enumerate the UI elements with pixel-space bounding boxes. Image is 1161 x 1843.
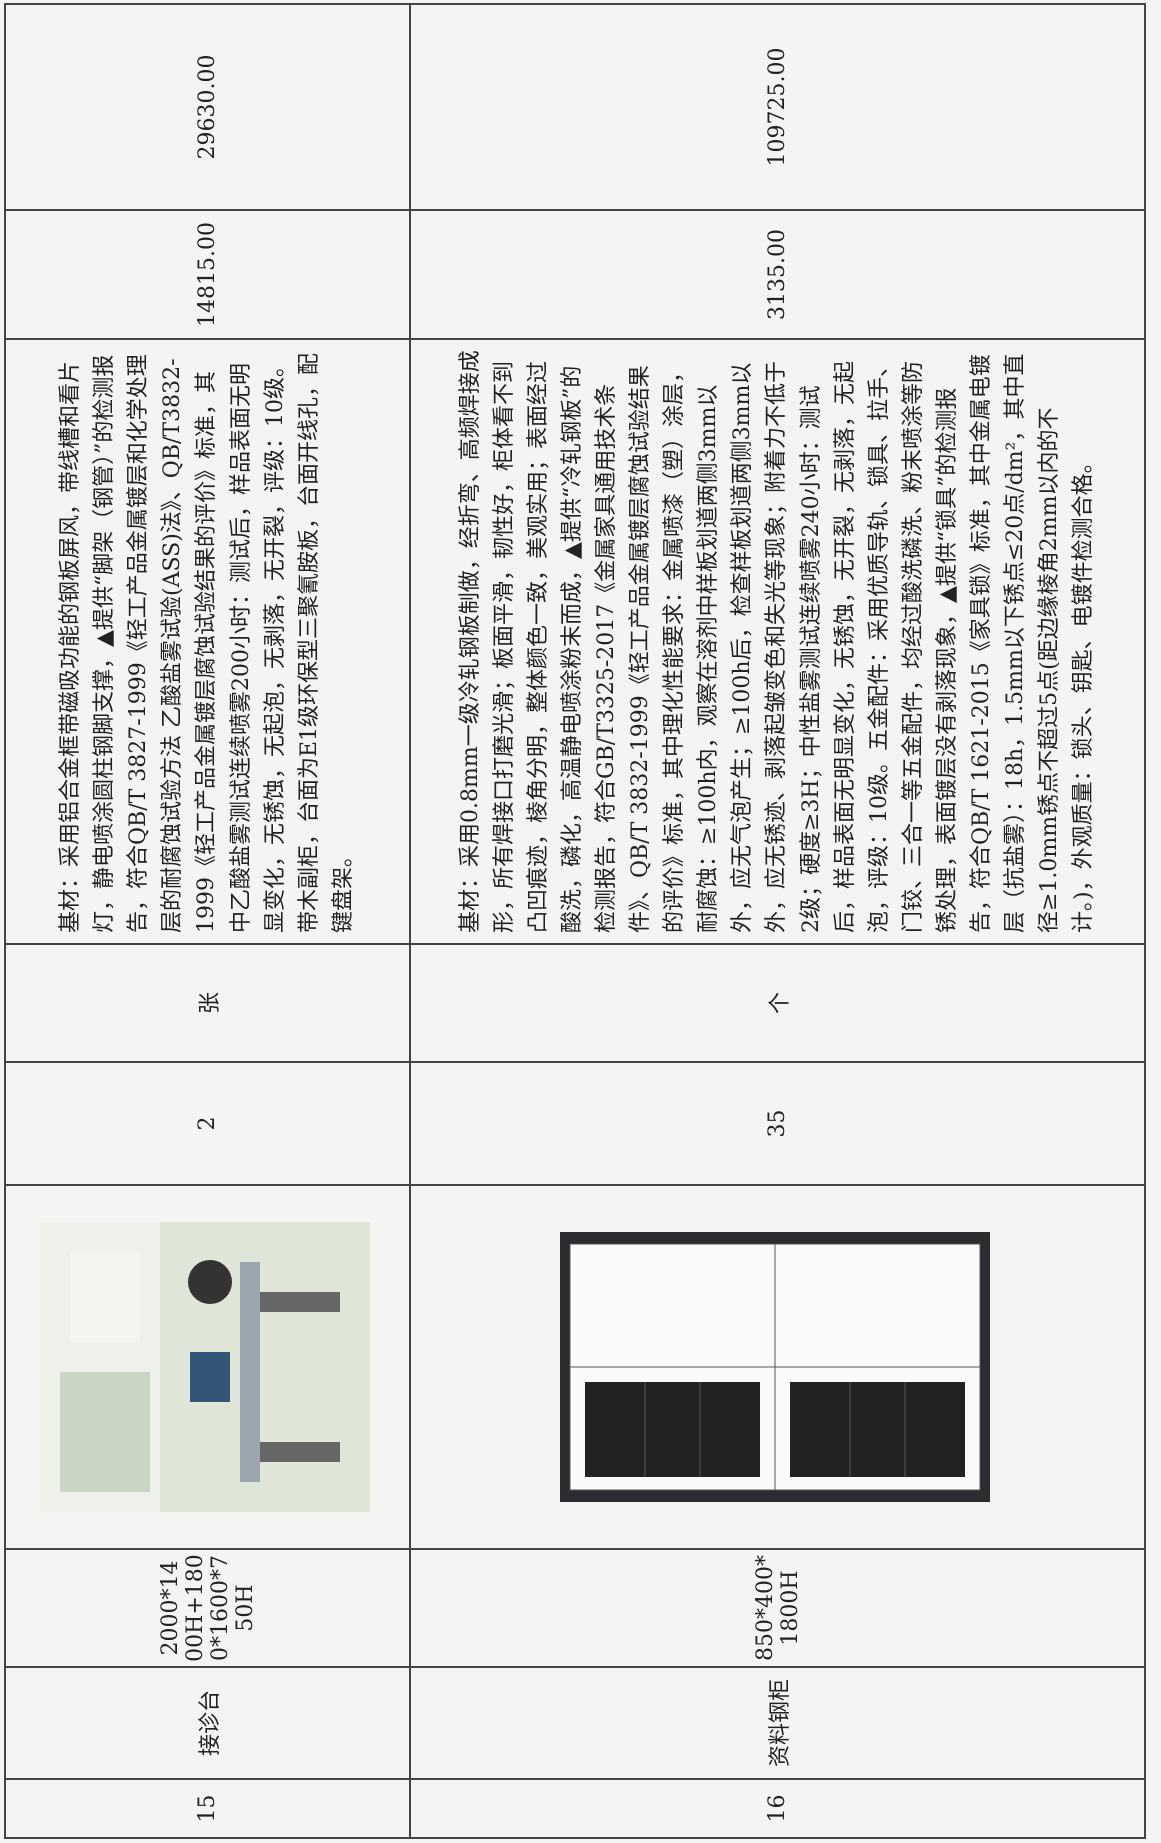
unit: 个	[410, 944, 1145, 1062]
unit-price: 14815.00	[5, 210, 410, 339]
unit-price: 3135.00	[410, 210, 1145, 339]
description: 基材：采用铝合金框带磁吸功能的钢板屏风，带线槽和看片灯，静电喷涂圆柱钢脚支撑，▲…	[5, 339, 410, 944]
row: 15 接诊台 2000*1400H+1800*1600*750H 2 张 基材：…	[5, 4, 410, 1838]
image-cell	[410, 1185, 1145, 1549]
name: 接诊台	[5, 1667, 410, 1779]
number: 15	[5, 1779, 410, 1838]
product-table: 15 接诊台 2000*1400H+1800*1600*750H 2 张 基材：…	[4, 3, 1146, 1839]
product-photo	[39, 1222, 370, 1512]
quantity: 2	[5, 1062, 410, 1185]
unit: 张	[5, 944, 410, 1062]
number: 16	[410, 1779, 1145, 1838]
quantity: 35	[410, 1062, 1145, 1185]
spec: 2000*1400H+1800*1600*750H	[5, 1549, 410, 1667]
product-drawing	[559, 1232, 990, 1502]
name: 资料钢柜	[410, 1667, 1145, 1779]
spec: 850*400*1800H	[410, 1549, 1145, 1667]
total: 109725.00	[410, 4, 1145, 210]
image-cell	[5, 1185, 410, 1549]
row: 16 资料钢柜 850*400*1800H 35 个 基材：采用0.8mm一级冷…	[410, 4, 1145, 1838]
total: 29630.00	[5, 4, 410, 210]
description: 基材：采用0.8mm一级冷轧钢板制做，经折弯、高频焊接成形，所有焊接口打磨光滑；…	[410, 339, 1145, 944]
